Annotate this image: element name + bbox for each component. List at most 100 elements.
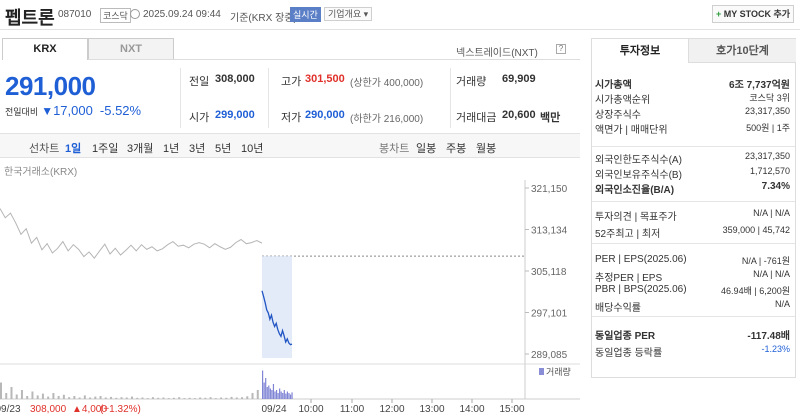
volume-bar-prev (62, 394, 65, 399)
volume-bar-prev (52, 393, 55, 399)
y-tick-label: 313,134 (531, 225, 568, 236)
period-tab-10y[interactable]: 10년 (241, 143, 264, 155)
volume-bar-prev (125, 397, 128, 399)
side-row-value: -117.48배 (747, 331, 790, 342)
tab-quote-10[interactable]: 호가10단계 (688, 39, 796, 63)
realtime-badge[interactable]: 실시간 (290, 7, 321, 22)
volume-bar-today (285, 393, 287, 399)
x-tick-label: 13:00 (419, 404, 444, 415)
volume-value: 69,909 (502, 73, 536, 85)
volume-bar-prev (15, 394, 18, 399)
plus-icon: + (715, 9, 722, 19)
volume-bar-prev (157, 397, 160, 399)
volume-bar-today (272, 384, 275, 399)
tab-invest-info[interactable]: 투자정보 (592, 39, 688, 63)
period-tab-1y[interactable]: 1년 (163, 143, 180, 155)
volume-bar-prev (141, 397, 144, 399)
volume-bar-prev (235, 397, 238, 399)
volume-bar-prev (199, 397, 202, 399)
change-value: 17,000 (53, 103, 93, 118)
summary-divider (450, 68, 451, 128)
change-pct: -5.52% (99, 103, 142, 118)
prev-close-value: 308,000 (215, 73, 255, 85)
side-row-label: 외국인한도주식수(A) (595, 155, 682, 166)
today-price-line (261, 290, 293, 346)
prev-day-price-line (0, 208, 263, 259)
down-arrow-icon: ▼ (41, 104, 54, 118)
side-row-value: N/A | N/A (753, 208, 790, 218)
help-icon[interactable]: ? (556, 44, 566, 54)
y-tick-label: 289,085 (531, 350, 568, 361)
volume-bar-prev (89, 397, 92, 399)
volume-bar-today (280, 391, 282, 399)
period-tab-5y[interactable]: 5년 (215, 143, 232, 155)
side-row-value: 500원 | 1주 (746, 123, 790, 133)
volume-bar-today (279, 388, 281, 399)
x-tick-label: 11:00 (340, 404, 365, 415)
open-label: 시가 (189, 112, 210, 124)
period-tab-1w[interactable]: 1주일 (92, 143, 119, 155)
side-row-label: 외국인보유주식수(B) (595, 170, 682, 181)
side-row-value: 6조 7,737억원 (729, 80, 790, 91)
volume-bar-today (291, 392, 293, 399)
footer-change-pct: (+1.32%) (100, 404, 141, 415)
volume-bar-today (265, 378, 267, 399)
volume-bar-prev (36, 395, 39, 399)
volume-bar-today (266, 387, 268, 399)
candle-tab-daily[interactable]: 일봉 (416, 143, 437, 155)
volume-bar-prev (110, 396, 113, 399)
price-change: 전일대비 ▼17,000 -5.52% (5, 103, 141, 118)
quote-datetime: 2025.09.24 09:44 (143, 9, 221, 20)
volume-bar-prev (225, 397, 228, 399)
volume-bar-prev (193, 398, 196, 399)
add-mystock-label: MY STOCK 추가 (723, 9, 791, 19)
volume-bar-prev (83, 395, 86, 399)
line-chart-label: 선차트 (29, 143, 60, 155)
market-badge: 코스닥 (100, 8, 131, 23)
volume-bar-prev (41, 393, 44, 399)
volume-bar-prev (57, 396, 60, 399)
candle-tab-weekly[interactable]: 주봉 (446, 143, 467, 155)
volume-bar-prev (146, 398, 149, 399)
high-limit: (상한가 400,000) (350, 78, 424, 89)
volume-bar-today (262, 370, 264, 399)
company-overview-label: 기업개요 (328, 9, 362, 19)
period-tab-3y[interactable]: 3년 (189, 143, 206, 155)
chart-source-title: 한국거래소(KRX) (4, 167, 78, 178)
side-row-label: 동일업종 등락률 (595, 348, 663, 359)
volume-bar-prev (151, 397, 154, 399)
price-chart[interactable]: 321,150 313,134 305,118 297,101 289,085 거래량 09… (0, 175, 580, 419)
side-row-value: 1,712,570 (749, 166, 790, 176)
tab-krx[interactable]: KRX (2, 38, 88, 60)
volume-bar-today (269, 388, 271, 399)
period-tab-1d[interactable]: 1일 (65, 143, 82, 155)
volume-bar-prev (214, 398, 217, 399)
company-overview-button[interactable]: 기업개요 ▾ (324, 7, 373, 21)
current-price: 291,000 (5, 71, 96, 101)
volume-bar-today (263, 382, 265, 399)
volume-bar-prev (183, 398, 186, 399)
volume-legend-swatch (539, 368, 544, 375)
side-row-value: N/A | -761원 (741, 256, 790, 266)
volume-bar-prev (188, 397, 191, 399)
volume-bar-prev (73, 396, 76, 399)
volume-bar-today (283, 390, 285, 399)
market-tabs-bottom-line (88, 59, 580, 60)
candle-tab-monthly[interactable]: 월봉 (476, 143, 497, 155)
open-value: 299,000 (215, 109, 255, 121)
volume-bar-prev (251, 393, 254, 399)
tab-nxt[interactable]: NXT (88, 38, 174, 60)
nextrade-label[interactable]: 넥스트레이드(NXT) (456, 48, 538, 59)
side-divider (592, 201, 795, 202)
side-row-label: 외국인소진율(B/A) (595, 185, 675, 196)
side-row-label: 시가총액 (595, 80, 632, 91)
side-row-label: 동일업종 PER (595, 331, 656, 342)
low-value: 290,000 (305, 109, 345, 121)
side-row-label: 시가총액순위 (595, 95, 651, 106)
volume-bar-today (274, 391, 276, 399)
volume-bar-prev (99, 396, 102, 399)
period-tab-3m[interactable]: 3개월 (127, 143, 154, 155)
add-mystock-button[interactable]: + MY STOCK 추가 (712, 5, 794, 23)
volume-label: 거래량 (456, 76, 487, 88)
x-tick-label: 09/24 (261, 404, 286, 415)
